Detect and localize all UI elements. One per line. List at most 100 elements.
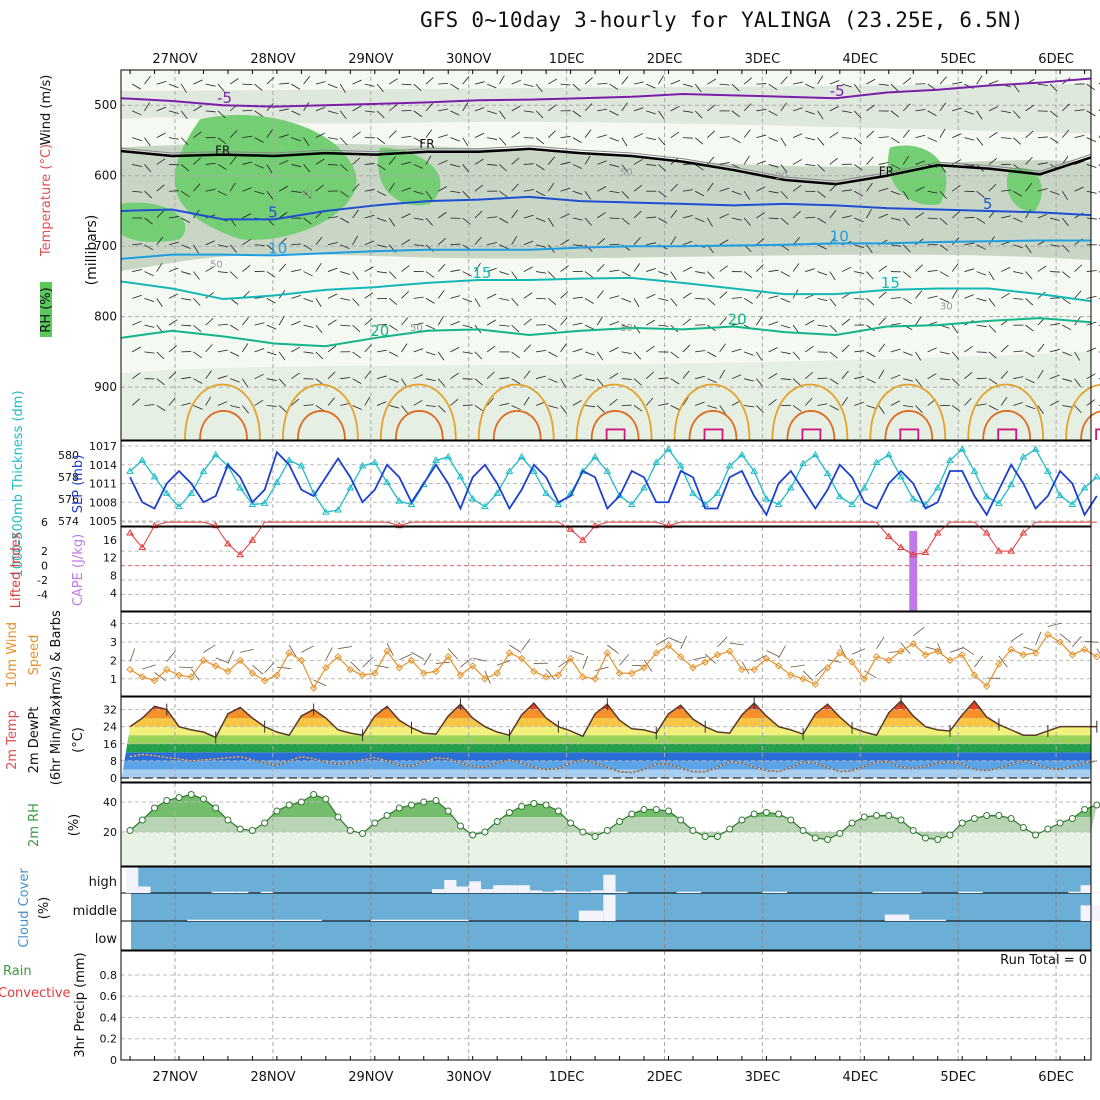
- date-label-top: 4DEC: [843, 52, 879, 67]
- wind-speed-point: [579, 673, 587, 681]
- wind-barb: [756, 351, 763, 361]
- wind-speed-point: [493, 669, 501, 677]
- wind-barb: [1049, 217, 1060, 221]
- wind-barb: [1000, 344, 1009, 353]
- wind-barb: [645, 397, 654, 406]
- wind-barb: [487, 267, 497, 272]
- thickness-point: [689, 489, 697, 496]
- wind-barb: [474, 263, 481, 272]
- wind-barb: [768, 373, 778, 380]
- isotherm-25-loop: [379, 383, 457, 441]
- wind-barb: [584, 297, 594, 304]
- cloud-high-clear: [260, 891, 273, 893]
- thickness-point: [517, 453, 526, 460]
- wind-barb: [609, 321, 620, 326]
- temp-band: [121, 718, 1091, 727]
- panel-frame-rh: [120, 782, 1092, 867]
- wind-barb: [511, 209, 518, 219]
- rh-band-low: [121, 351, 1091, 440]
- wind-barb: [658, 217, 668, 224]
- isotherm-label: -5: [217, 89, 232, 107]
- wind-barb: [1049, 348, 1060, 353]
- wind-barb: [805, 164, 816, 167]
- wind-barb: [180, 83, 187, 93]
- wind-barb: [560, 239, 570, 246]
- wind-barb: [621, 378, 632, 380]
- wind-barb: [205, 188, 216, 192]
- wind-barb: [254, 244, 265, 246]
- wind-barb: [389, 378, 399, 383]
- wind-speed-point: [554, 671, 563, 679]
- wind-barb: [144, 102, 150, 112]
- wind-barb: [976, 217, 986, 224]
- wind-barb: [768, 347, 778, 353]
- rh-point: [824, 836, 832, 843]
- wind-barb: [474, 405, 484, 412]
- wind-speed-point: [1031, 649, 1040, 657]
- wind-barb: [584, 271, 594, 278]
- rh-point: [297, 798, 305, 806]
- wind-barb: [193, 244, 199, 254]
- wind-barb: [682, 137, 693, 139]
- wind-barb: [866, 405, 877, 409]
- cloud-mid-clear: [370, 919, 469, 921]
- wind-barb: [964, 345, 973, 353]
- isotherm-25-loop: [184, 383, 261, 441]
- wind-barb: [364, 240, 375, 246]
- lifted-index-point: [150, 521, 159, 529]
- wind-barb: [168, 397, 176, 406]
- wind-barb: [952, 107, 962, 112]
- wind-barb: [388, 182, 396, 192]
- wind-barb: [670, 378, 680, 385]
- cloud-high-clear: [872, 891, 898, 893]
- wind-barb: [181, 244, 191, 249]
- wind-barb: [597, 405, 605, 413]
- wind-barb: [927, 217, 938, 220]
- wind-barb: [1074, 186, 1084, 192]
- wind-barb: [156, 298, 163, 307]
- wind-barb: [633, 107, 644, 112]
- wind-barb: [658, 110, 665, 120]
- wind-barb: [523, 292, 533, 299]
- wind-barb-10m: [1084, 640, 1099, 643]
- cloud-high-clear: [529, 890, 543, 893]
- thickness-point: [248, 500, 257, 507]
- wind-barb: [352, 209, 359, 219]
- wind-barb: [756, 316, 763, 326]
- wind-barb: [156, 236, 164, 246]
- rh-point: [750, 810, 758, 818]
- wind-barb: [890, 217, 901, 221]
- wind-barb: [511, 236, 518, 245]
- wind-barb: [144, 164, 152, 173]
- wind-barb: [780, 76, 788, 85]
- wind-barb: [486, 319, 496, 326]
- wind-barb: [413, 83, 422, 91]
- rh-point: [542, 801, 550, 809]
- wind-barb-10m: [961, 646, 975, 656]
- wind-barb: [487, 110, 497, 115]
- wind-barb: [743, 77, 753, 85]
- wind-barb: [927, 190, 938, 194]
- wind-barb: [768, 398, 777, 406]
- rh-moist-patch-3: [378, 147, 441, 206]
- wind-speed-point: [946, 656, 954, 665]
- wind-speed-point: [1080, 645, 1089, 654]
- panel-frame-upper-air: [120, 69, 1092, 441]
- wind-barb: [450, 346, 460, 353]
- lifted-index-point: [995, 547, 1003, 554]
- wind-barb: [303, 190, 312, 199]
- wind-barb: [376, 324, 388, 326]
- wind-barb: [193, 378, 203, 384]
- wind-barb: [156, 262, 163, 272]
- thickness-point: [542, 489, 551, 496]
- wind-barb: [242, 378, 249, 388]
- rh-point: [970, 815, 978, 822]
- wind-barb: [438, 134, 448, 139]
- cloud-high-clear: [554, 890, 567, 893]
- wind-barb: [180, 110, 188, 120]
- wind-barb: [841, 318, 851, 326]
- wind-barb: [535, 110, 544, 119]
- isotherm-35-loop: [899, 428, 920, 440]
- wind-barb: [805, 216, 816, 219]
- cloud-high-clear: [688, 891, 702, 893]
